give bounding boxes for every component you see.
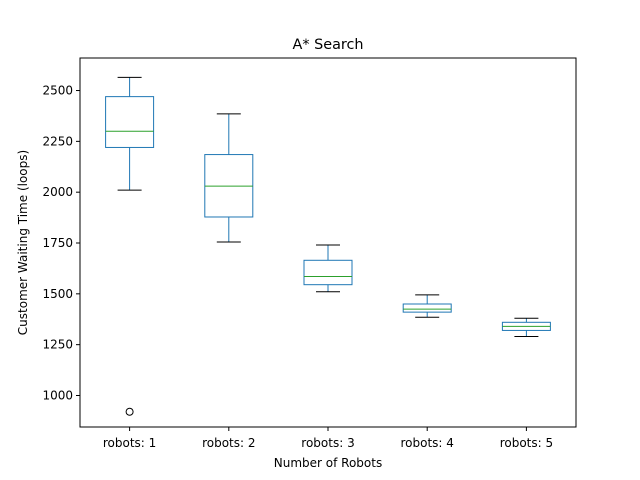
- chart-title: A* Search: [292, 37, 363, 53]
- x-tick-label: robots: 5: [500, 436, 553, 450]
- outlier-point: [125, 407, 134, 416]
- x-tick-label: robots: 3: [301, 436, 354, 450]
- box: [402, 303, 452, 313]
- x-tick-label: robots: 2: [202, 436, 255, 450]
- y-tick-label: 2000: [42, 185, 73, 199]
- y-tick-label: 1750: [42, 236, 73, 250]
- box: [105, 96, 155, 148]
- y-axis-label: Customer Waiting Time (loops): [16, 150, 30, 335]
- plot-area: [79, 57, 577, 428]
- y-tick-label: 1500: [42, 287, 73, 301]
- x-tick-label: robots: 4: [400, 436, 453, 450]
- box-group: [105, 76, 551, 416]
- y-tick-label: 1000: [42, 388, 73, 402]
- y-tick-label: 2500: [42, 84, 73, 98]
- x-axis-label: Number of Robots: [274, 456, 382, 470]
- x-tick-label: robots: 1: [103, 436, 156, 450]
- box: [303, 259, 353, 286]
- y-tick-label: 2250: [42, 134, 73, 148]
- y-axis: 1000 1250 1500 1750 2000 2250 2500: [42, 84, 80, 402]
- x-axis: robots: 1 robots: 2 robots: 3 robots: 4 robo…: [103, 427, 553, 450]
- y-tick-label: 1250: [42, 338, 73, 352]
